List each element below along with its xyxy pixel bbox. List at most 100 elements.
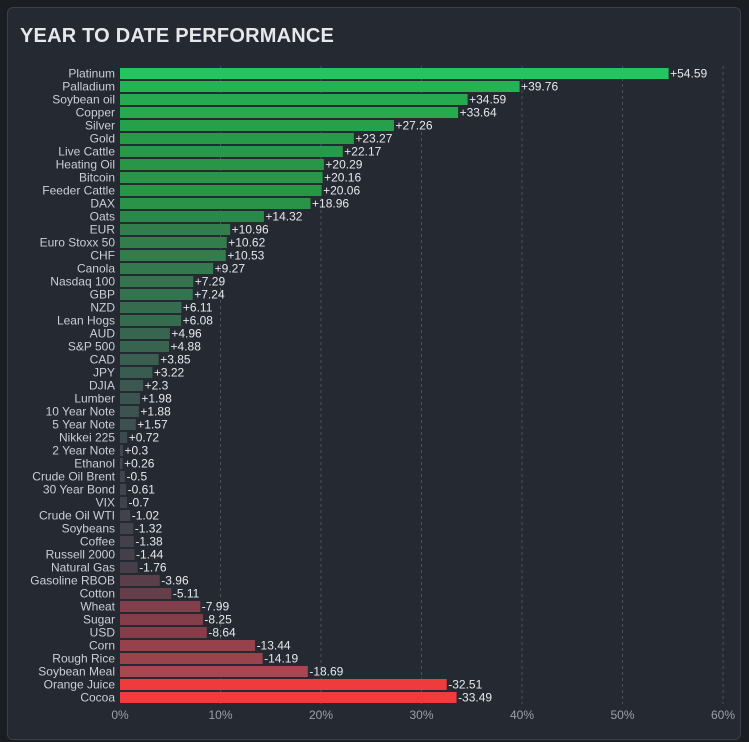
- x-tick-label: 60%: [711, 708, 735, 722]
- data-label: -7.99: [202, 600, 230, 614]
- category-label: Cocoa: [80, 691, 115, 705]
- bar: [120, 549, 135, 560]
- category-label: Wheat: [80, 600, 115, 614]
- bar: [120, 185, 322, 196]
- x-tick-label: 30%: [409, 708, 433, 722]
- bar: [120, 601, 201, 612]
- category-label: Crude Oil Brent: [32, 470, 115, 484]
- data-label: +3.22: [154, 366, 185, 380]
- category-label: Canola: [77, 262, 115, 276]
- bar: [120, 510, 131, 521]
- category-label: Natural Gas: [51, 561, 115, 575]
- bar: [120, 679, 447, 690]
- bar: [120, 211, 264, 222]
- data-label: -1.38: [135, 535, 163, 549]
- chart-title: YEAR TO DATE PERFORMANCE: [20, 25, 335, 47]
- category-label: Russell 2000: [46, 548, 116, 562]
- bar: [120, 562, 138, 573]
- category-label: Ethanol: [74, 457, 115, 471]
- data-label: +0.26: [124, 457, 155, 471]
- x-tick-label: 20%: [309, 708, 333, 722]
- category-label: Sugar: [83, 613, 115, 627]
- category-label: 2 Year Note: [52, 444, 115, 458]
- category-label: Platinum: [68, 67, 115, 81]
- data-label: +4.88: [171, 340, 202, 354]
- x-tick-label: 50%: [610, 708, 634, 722]
- data-label: -8.64: [208, 626, 236, 640]
- data-label: +6.08: [183, 314, 214, 328]
- data-label: +1.88: [140, 405, 171, 419]
- data-label: -0.7: [129, 496, 150, 510]
- bar: [120, 458, 123, 469]
- data-label: +22.17: [344, 145, 381, 159]
- category-label: Silver: [85, 119, 115, 133]
- category-label: Gasoline RBOB: [30, 574, 115, 588]
- bar: [120, 419, 136, 430]
- data-label: -3.96: [161, 574, 189, 588]
- data-label: +23.27: [355, 132, 392, 146]
- category-label: Crude Oil WTI: [39, 509, 115, 523]
- category-label: Nikkei 225: [59, 431, 115, 445]
- bar: [120, 250, 226, 261]
- bar: [120, 588, 172, 599]
- bar: [120, 289, 193, 300]
- category-label: Gold: [90, 132, 115, 146]
- bar: [120, 107, 459, 118]
- data-label: -5.11: [173, 587, 200, 601]
- bar: [120, 237, 227, 248]
- data-label: -0.5: [127, 470, 148, 484]
- data-label: -1.02: [132, 509, 160, 523]
- category-label: Heating Oil: [56, 158, 115, 172]
- bar: [120, 406, 139, 417]
- category-label: Live Cattle: [58, 145, 115, 159]
- data-label: -1.76: [139, 561, 167, 575]
- bar: [120, 276, 194, 287]
- category-label: CHF: [90, 249, 115, 263]
- bar: [120, 575, 160, 586]
- bar: [120, 328, 170, 339]
- category-label: Oats: [90, 210, 115, 224]
- data-label: +39.76: [521, 80, 558, 94]
- bar: [120, 380, 144, 391]
- category-label: AUD: [90, 327, 116, 341]
- category-label: CAD: [90, 353, 116, 367]
- bar: [120, 445, 124, 456]
- category-label: USD: [90, 626, 116, 640]
- bar: [120, 172, 323, 183]
- data-label: +34.59: [469, 93, 506, 107]
- data-label: +20.06: [323, 184, 360, 198]
- bar: [120, 523, 134, 534]
- category-label: GBP: [90, 288, 115, 302]
- bar: [120, 120, 394, 131]
- category-label: Lumber: [74, 392, 115, 406]
- data-label: +20.16: [324, 171, 361, 185]
- category-label: NZD: [90, 301, 115, 315]
- bar: [120, 432, 128, 443]
- bar: [120, 497, 128, 508]
- bar: [120, 627, 207, 638]
- data-label: +3.85: [160, 353, 191, 367]
- bar: [120, 653, 263, 664]
- category-label: VIX: [96, 496, 115, 510]
- category-label: 30 Year Bond: [43, 483, 115, 497]
- data-label: -18.69: [309, 665, 343, 679]
- bar: [120, 536, 134, 547]
- data-label: +27.26: [395, 119, 432, 133]
- category-label: Orange Juice: [44, 678, 116, 692]
- bar: [120, 640, 256, 651]
- x-tick-label: 10%: [208, 708, 232, 722]
- category-label: Palladium: [62, 80, 115, 94]
- category-label: Cotton: [80, 587, 115, 601]
- data-label: -1.44: [136, 548, 164, 562]
- data-label: -33.49: [458, 691, 492, 705]
- data-label: +54.59: [670, 67, 707, 81]
- bar: [120, 133, 354, 144]
- category-label: 5 Year Note: [52, 418, 115, 432]
- data-label: -0.61: [128, 483, 156, 497]
- data-label: -13.44: [257, 639, 291, 653]
- bar: [120, 224, 231, 235]
- category-label: Soybeans: [62, 522, 115, 536]
- data-label: +14.32: [265, 210, 302, 224]
- data-label: +6.11: [183, 301, 213, 315]
